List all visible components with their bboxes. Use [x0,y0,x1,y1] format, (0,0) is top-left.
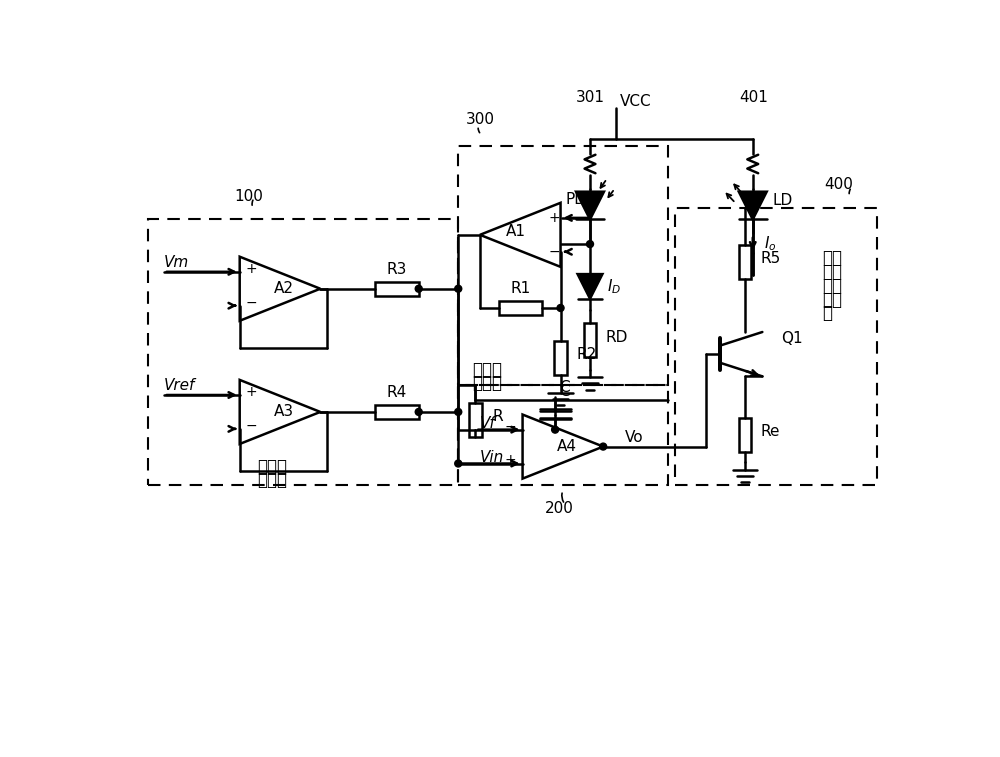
Text: C: C [559,380,570,395]
Circle shape [552,426,559,433]
Text: LD: LD [773,194,793,208]
Text: 路: 路 [822,304,832,322]
Text: Vf: Vf [480,416,496,431]
Text: +: + [246,385,258,399]
Text: +: + [505,453,516,467]
Text: 制电路: 制电路 [257,471,287,489]
Text: 401: 401 [739,90,768,105]
Text: 动电: 动电 [822,291,842,309]
Bar [739,245,751,279]
Polygon shape [739,192,767,220]
Text: 管驱: 管驱 [822,276,842,294]
Text: R1: R1 [510,282,530,296]
Circle shape [557,304,564,311]
Text: Vref: Vref [164,378,195,393]
Text: Vm: Vm [164,255,189,270]
Bar [458,146,668,385]
Text: C: C [559,385,570,400]
Text: $I_D$: $I_D$ [607,277,621,296]
Text: −: − [505,419,516,434]
Text: R3: R3 [387,262,407,277]
Text: A1: A1 [506,224,526,239]
Text: 二极: 二极 [822,263,842,281]
Text: PD: PD [565,192,586,207]
Text: Vin: Vin [480,450,504,465]
Bar [375,405,419,419]
Text: R5: R5 [761,251,781,266]
Circle shape [600,443,607,450]
Text: 200: 200 [545,500,573,516]
Text: −: − [549,245,560,259]
Text: Re: Re [761,425,780,440]
Text: VCC: VCC [620,94,652,109]
Text: Vo: Vo [625,430,644,445]
Text: RD: RD [606,330,628,344]
Circle shape [455,409,462,416]
Circle shape [587,241,593,248]
Bar [675,208,877,485]
Text: +: + [246,262,258,276]
Text: R: R [492,409,503,424]
Text: R4: R4 [387,385,407,400]
Text: $I_o$: $I_o$ [764,235,777,254]
Bar [458,385,668,485]
Text: Q1: Q1 [781,332,803,346]
Bar [739,418,751,452]
Text: −: − [246,419,258,433]
Text: −: − [246,295,258,310]
Text: 功率检: 功率检 [472,360,502,378]
Circle shape [455,285,462,292]
Text: 100: 100 [235,188,263,204]
Text: 301: 301 [576,90,605,105]
Text: 激光: 激光 [822,249,842,267]
Bar [148,220,458,485]
Text: 测电路: 测电路 [472,375,502,392]
Text: A3: A3 [274,404,294,419]
Polygon shape [578,274,602,299]
Bar [499,301,542,315]
Bar [469,403,482,437]
Text: A2: A2 [274,282,294,296]
Text: 400: 400 [825,177,854,192]
Bar [375,282,419,296]
Text: 300: 300 [466,112,495,127]
Text: A4: A4 [557,439,577,454]
Text: +: + [549,211,560,225]
Circle shape [415,285,422,292]
Bar [554,341,567,375]
Circle shape [455,460,462,467]
Text: 功率控: 功率控 [257,459,287,476]
Circle shape [415,409,422,416]
Text: R2: R2 [576,347,596,363]
Bar [584,323,596,357]
Polygon shape [576,192,604,220]
